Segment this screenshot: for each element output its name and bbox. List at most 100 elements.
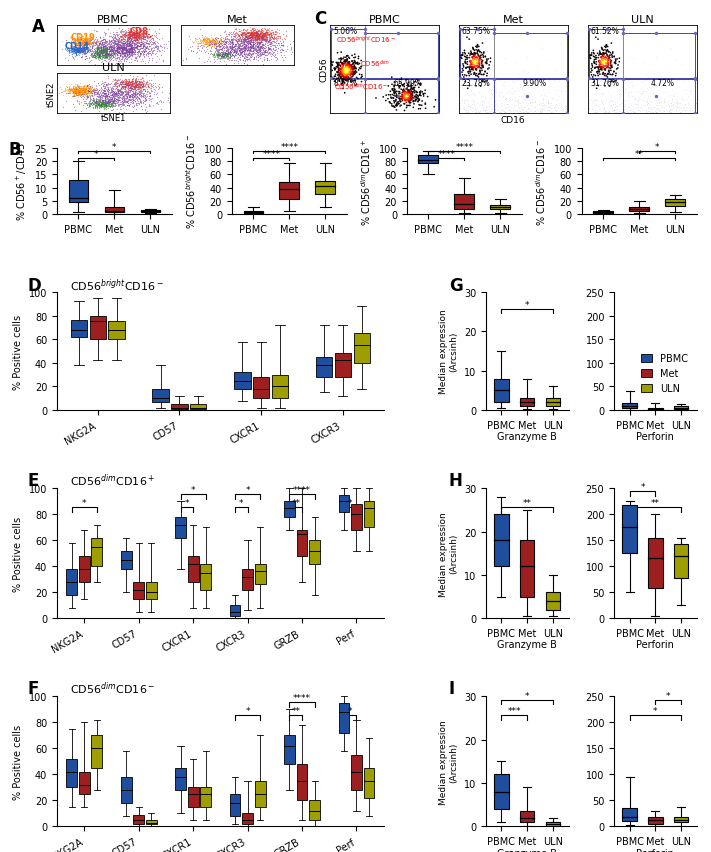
Point	[227, 37, 238, 51]
Point	[242, 27, 254, 41]
Point	[213, 35, 225, 49]
Point	[118, 89, 129, 102]
Point	[601, 70, 612, 83]
Point	[241, 35, 252, 49]
Point	[117, 91, 129, 105]
Point	[87, 95, 99, 108]
Point	[122, 38, 133, 52]
Point	[117, 76, 129, 89]
Point	[140, 101, 151, 114]
Point	[100, 95, 111, 109]
Point	[136, 25, 147, 38]
Point	[93, 97, 105, 111]
Point	[594, 89, 606, 102]
Point	[460, 104, 471, 118]
Point	[71, 88, 82, 101]
Point	[140, 95, 151, 108]
Point	[250, 26, 262, 40]
Point	[241, 51, 252, 65]
Point	[333, 53, 345, 66]
Point	[124, 28, 135, 42]
Point	[87, 51, 98, 65]
Point	[248, 28, 260, 42]
Point	[620, 103, 631, 117]
Point	[340, 65, 351, 78]
Point	[136, 47, 147, 60]
Point	[115, 83, 127, 96]
Point	[123, 91, 134, 105]
Point	[243, 32, 255, 46]
Point	[338, 63, 350, 77]
Point	[114, 89, 125, 102]
Point	[95, 37, 107, 51]
Point	[216, 37, 228, 50]
Point	[107, 37, 119, 50]
Point	[683, 96, 694, 110]
Point	[606, 60, 617, 74]
Point	[225, 26, 237, 40]
Point	[94, 100, 105, 113]
Point	[70, 42, 82, 55]
Point	[128, 31, 139, 44]
Point	[470, 52, 481, 66]
Point	[538, 106, 550, 120]
Point	[122, 83, 134, 97]
Point	[68, 83, 79, 97]
Point	[109, 97, 121, 111]
Point	[153, 81, 164, 95]
Point	[110, 37, 122, 50]
Point	[235, 43, 246, 57]
Point	[132, 30, 143, 43]
Point	[138, 72, 149, 85]
Point	[65, 40, 76, 54]
Point	[140, 27, 151, 41]
Point	[121, 87, 132, 101]
Point	[209, 37, 220, 50]
Point	[78, 80, 90, 94]
Point	[105, 96, 116, 110]
Point	[156, 44, 168, 58]
Point	[119, 33, 130, 47]
Point	[201, 38, 212, 52]
Point	[419, 88, 431, 101]
Point	[133, 79, 144, 93]
Point	[98, 101, 109, 115]
Point	[217, 45, 228, 59]
Point	[240, 28, 252, 42]
Point	[132, 55, 143, 69]
Point	[225, 41, 236, 55]
Point	[134, 27, 145, 41]
Point	[118, 26, 129, 39]
Point	[67, 99, 78, 112]
Point	[82, 37, 93, 50]
Point	[134, 28, 145, 42]
Point	[100, 94, 111, 107]
Point	[199, 30, 210, 43]
Point	[196, 36, 207, 49]
Point	[67, 86, 78, 100]
Point	[107, 91, 119, 105]
Point	[78, 44, 90, 58]
Point	[107, 43, 118, 56]
Point	[258, 45, 269, 59]
Point	[227, 35, 238, 49]
Point	[239, 57, 250, 71]
Point	[220, 49, 231, 63]
Point	[97, 96, 109, 110]
Point	[346, 72, 357, 85]
Point	[77, 87, 88, 101]
Point	[154, 44, 166, 58]
Bar	[309, 540, 320, 564]
Point	[80, 87, 91, 101]
Point	[137, 87, 148, 101]
Point	[255, 31, 267, 44]
Point	[588, 47, 599, 60]
Point	[263, 43, 274, 57]
Point	[136, 101, 147, 114]
Point	[124, 86, 135, 100]
Point	[242, 35, 253, 49]
Point	[102, 48, 114, 61]
Point	[220, 32, 231, 46]
Point	[137, 80, 148, 94]
Point	[677, 107, 688, 121]
